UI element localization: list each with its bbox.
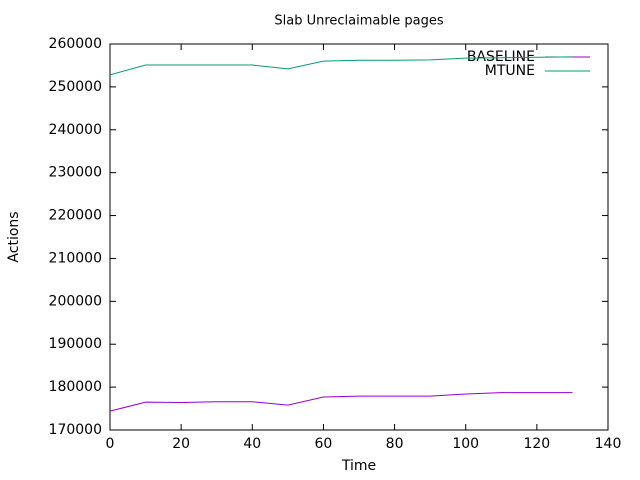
y-tick-label: 190000 [49, 336, 102, 352]
plot-border [109, 43, 609, 431]
series-line [109, 392, 573, 412]
legend-label: BASELINE [467, 49, 535, 65]
x-tick-label: 100 [452, 436, 479, 452]
x-axis-label: Time [341, 458, 376, 474]
legend-label: MTUNE [485, 63, 535, 79]
y-tick-label: 220000 [49, 208, 102, 224]
x-tick-label: 0 [106, 436, 115, 452]
y-tick-label: 240000 [49, 122, 102, 138]
chart-title: Slab Unreclaimable pages [274, 14, 443, 29]
y-tick-label: 260000 [49, 36, 102, 52]
x-tick-label: 40 [243, 436, 261, 452]
y-tick-label: 250000 [49, 79, 102, 95]
y-tick-label: 180000 [49, 379, 102, 395]
y-tick-label: 210000 [49, 250, 102, 266]
x-tick-label: 20 [172, 436, 190, 452]
x-tick-label: 140 [595, 436, 622, 452]
y-tick-label: 200000 [49, 293, 102, 309]
series-line [109, 56, 573, 76]
x-tick-label: 60 [315, 436, 333, 452]
y-tick-label: 170000 [49, 422, 102, 438]
x-tick-label: 120 [523, 436, 550, 452]
y-tick-label: 230000 [49, 165, 102, 181]
y-axis-label: Actions [6, 211, 22, 262]
x-tick-label: 80 [386, 436, 404, 452]
